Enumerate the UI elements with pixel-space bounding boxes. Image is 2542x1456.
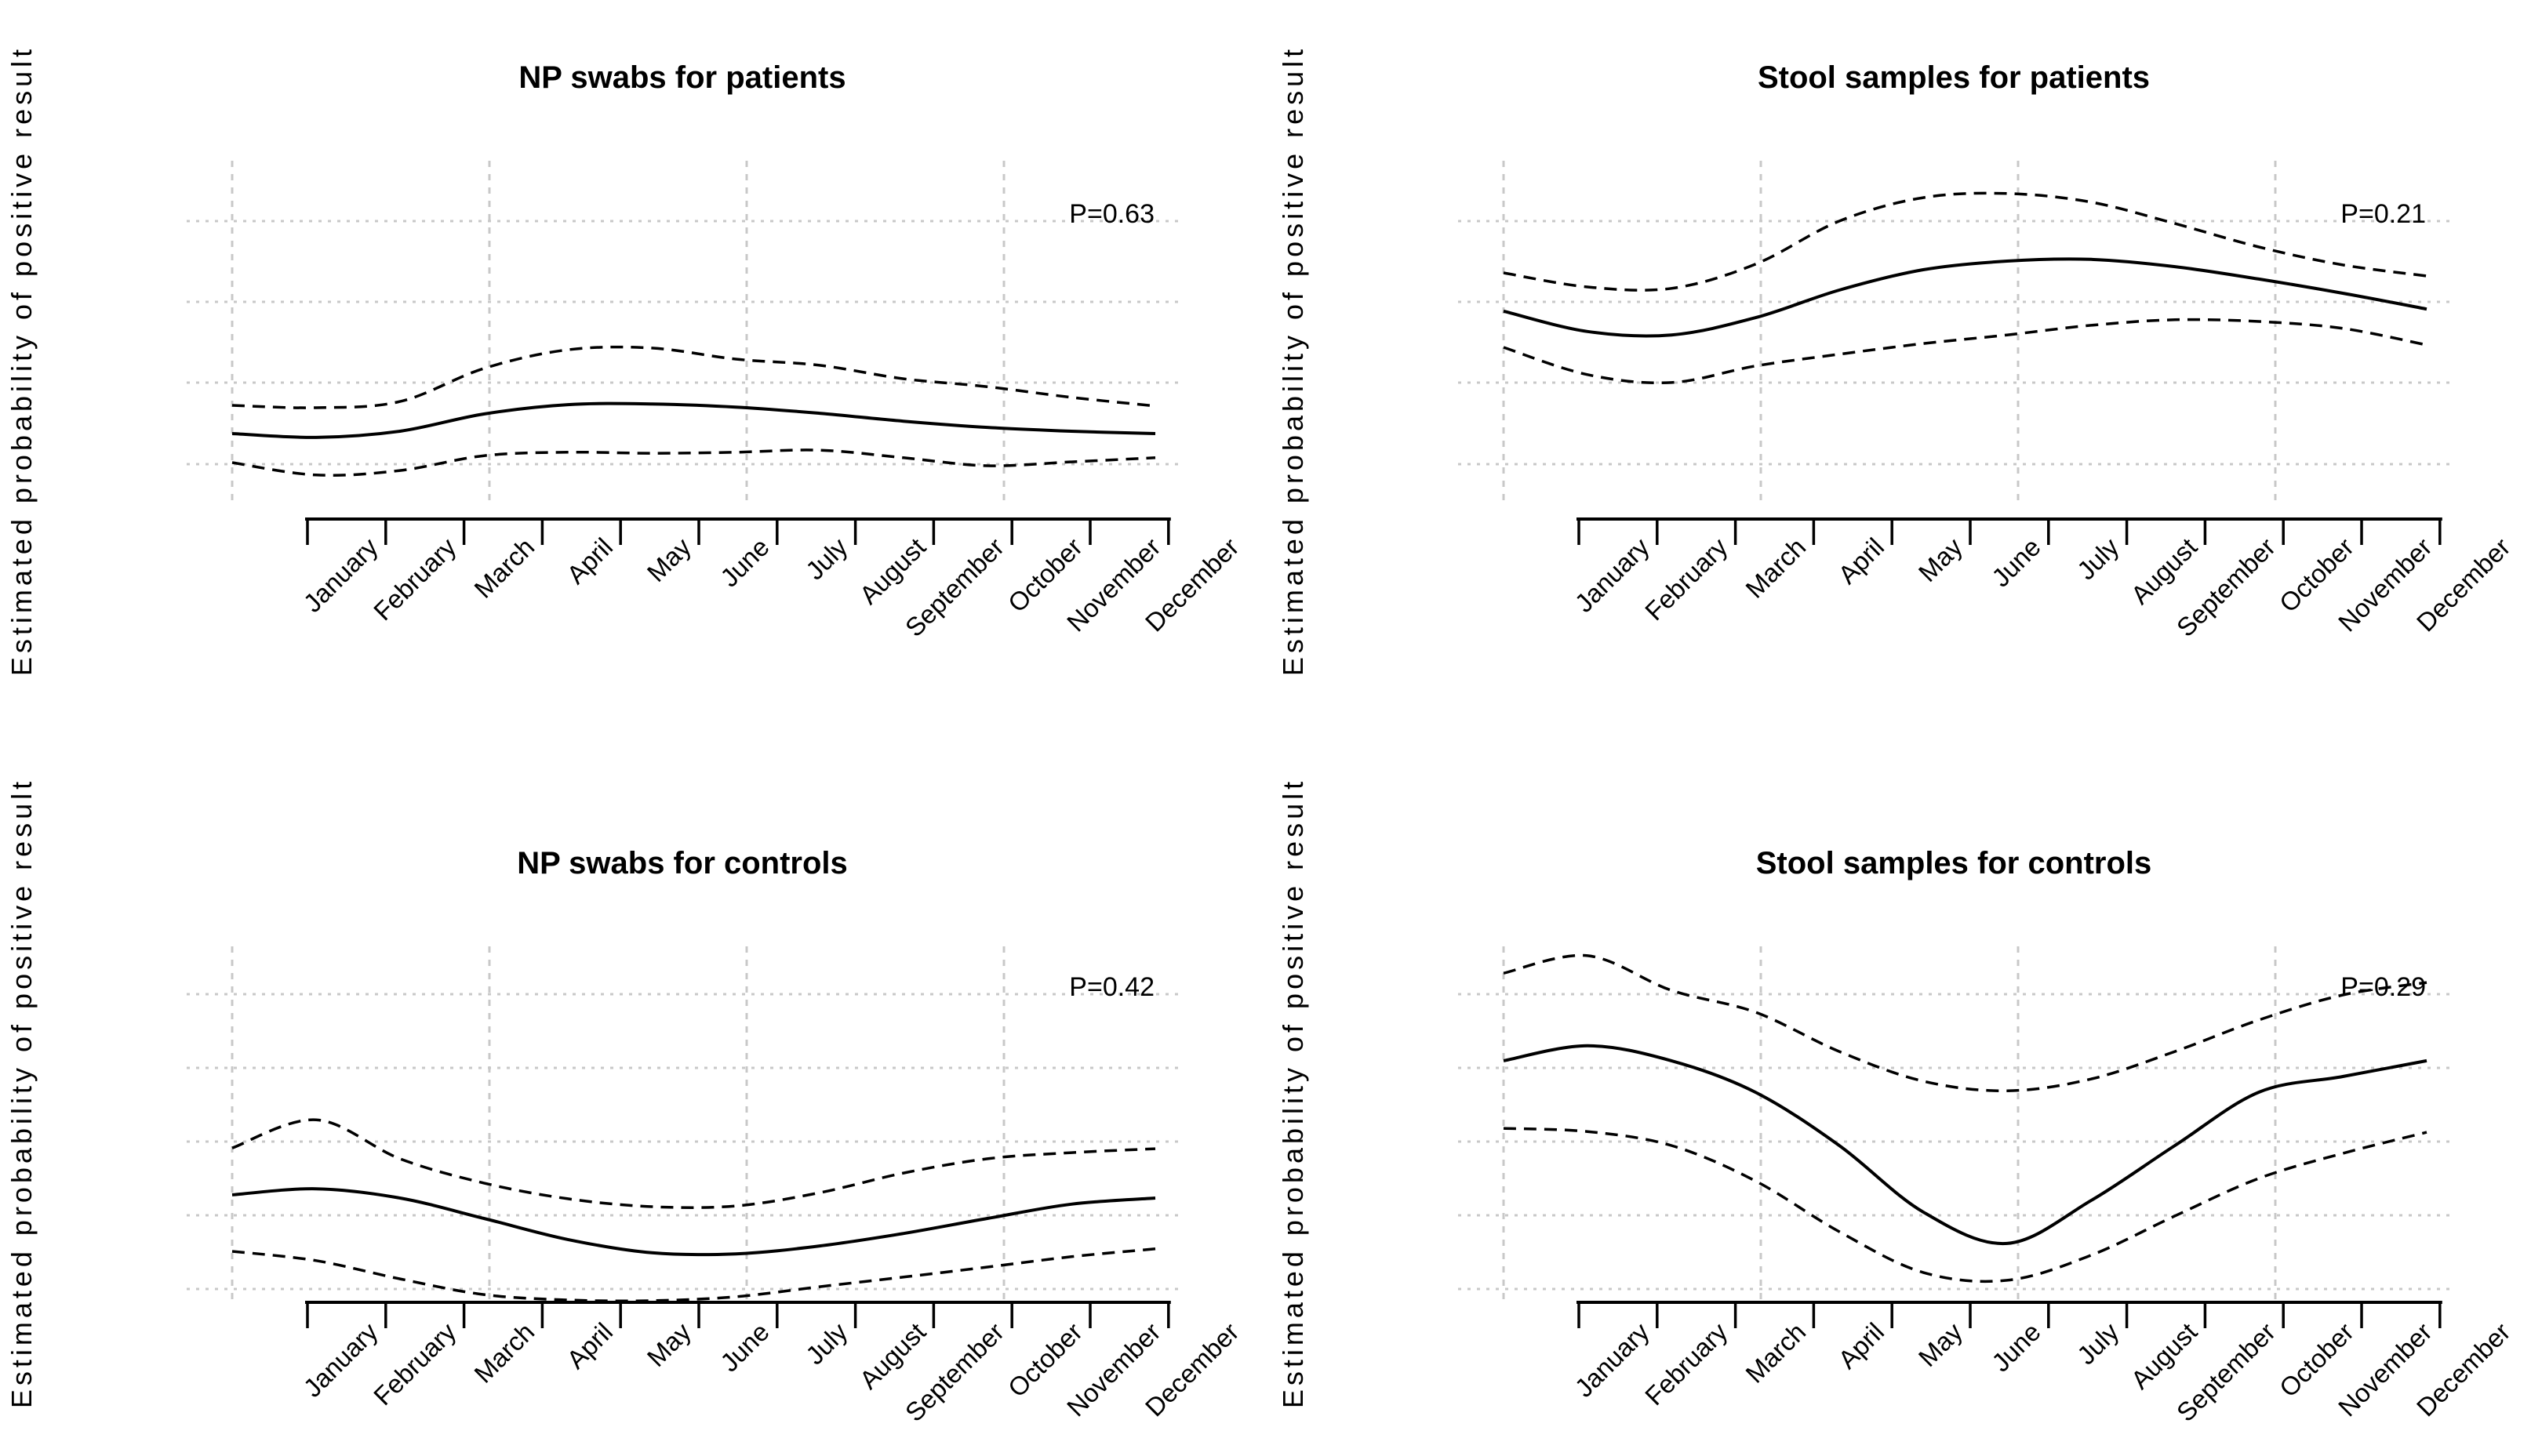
x-axis xyxy=(305,1301,1171,1328)
month-label: May xyxy=(642,532,697,587)
ci-upper-curve xyxy=(231,1118,1156,1209)
estimate-curve xyxy=(1503,1044,2427,1245)
month-label: June xyxy=(1986,532,2046,593)
month-label: February xyxy=(1639,1316,1733,1411)
month-label: July xyxy=(2071,532,2125,585)
panel-stool-samples-controls: January February March April May June July Augu… xyxy=(1271,728,2542,1456)
gridlines xyxy=(1458,946,2454,1305)
gridlines xyxy=(187,161,1183,506)
plot-title: NP swabs for patients xyxy=(518,60,846,95)
plot-title: Stool samples for controls xyxy=(1756,846,2152,880)
ci-lower-curve xyxy=(231,448,1156,477)
plot-title: Stool samples for patients xyxy=(1758,60,2150,95)
curves xyxy=(1503,191,2427,385)
month-label: February xyxy=(368,1316,462,1411)
y-axis-label: Estimated probability of positive result xyxy=(1277,45,1309,676)
ci-lower-curve xyxy=(1503,1127,2427,1284)
ci-upper-curve xyxy=(1503,953,2427,1092)
month-label: April xyxy=(1832,532,1889,590)
y-axis-label: Estimated probability of positive result xyxy=(1277,778,1309,1408)
month-label: March xyxy=(468,532,540,604)
gridlines xyxy=(187,946,1183,1305)
p-value-annotation: P=0.42 xyxy=(1069,972,1155,1002)
ci-upper-curve xyxy=(231,345,1156,409)
estimate-curve xyxy=(231,401,1156,439)
estimate-curve xyxy=(231,1187,1156,1257)
curves xyxy=(231,1118,1156,1303)
month-label: February xyxy=(1639,532,1733,626)
month-label: May xyxy=(642,1316,697,1372)
estimate-curve xyxy=(1503,257,2427,338)
month-label: March xyxy=(1740,1317,1811,1389)
ci-upper-curve xyxy=(1503,191,2427,292)
plot-title: NP swabs for controls xyxy=(517,846,848,880)
month-label: July xyxy=(800,1316,853,1370)
p-value-annotation: P=0.29 xyxy=(2340,972,2426,1002)
ci-lower-curve xyxy=(1503,318,2427,385)
month-label: August xyxy=(2126,1317,2203,1395)
month-label: July xyxy=(800,532,853,585)
x-axis xyxy=(305,517,1171,545)
month-label: August xyxy=(854,1317,932,1395)
p-value-annotation: P=0.63 xyxy=(1069,199,1155,229)
x-axis xyxy=(1576,1301,2442,1328)
month-label: June xyxy=(715,1317,775,1378)
month-label: May xyxy=(1913,1316,1969,1372)
month-label: April xyxy=(561,532,618,590)
month-label: April xyxy=(1832,1317,1889,1374)
month-label: May xyxy=(1913,532,1969,587)
month-label: July xyxy=(2071,1316,2125,1370)
p-value-annotation: P=0.21 xyxy=(2340,199,2426,229)
month-label: August xyxy=(2126,532,2203,610)
gridlines xyxy=(1458,161,2454,506)
x-axis xyxy=(1576,517,2442,545)
month-label: March xyxy=(1740,532,1811,604)
panel-np-swabs-controls: January February March April May June July Augu… xyxy=(0,728,1271,1456)
month-label: April xyxy=(561,1317,618,1374)
y-axis-label: Estimated probability of positive result xyxy=(5,778,38,1408)
month-label: June xyxy=(1986,1317,2046,1378)
ci-lower-curve xyxy=(231,1247,1156,1303)
y-axis-label: Estimated probability of positive result xyxy=(5,45,38,676)
panel-np-swabs-patients: January February March April May June July Augu… xyxy=(0,0,1271,728)
month-label: June xyxy=(715,532,775,593)
curves xyxy=(231,345,1156,477)
month-label: August xyxy=(854,532,932,610)
curves xyxy=(1503,953,2427,1284)
panel-stool-samples-patients: January February March April May June July Augu… xyxy=(1271,0,2542,728)
month-label: March xyxy=(468,1317,540,1389)
month-label: February xyxy=(368,532,462,626)
